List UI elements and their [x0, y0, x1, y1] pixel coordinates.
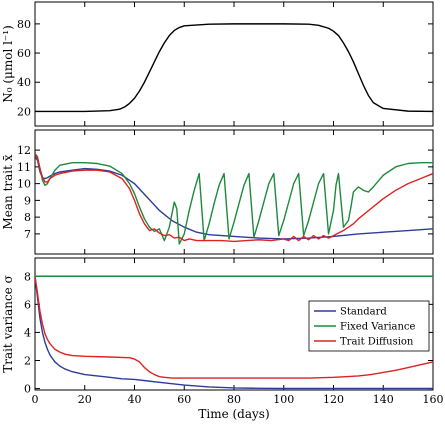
- panel-n0-ytick-label: 20: [17, 105, 31, 118]
- legend-label-trait-diffusion: Trait Diffusion: [340, 337, 414, 348]
- panel-mean-trait-ytick-label: 10: [17, 178, 31, 191]
- x-tick-label: 0: [32, 393, 39, 406]
- legend: Standard Fixed Variance Trait Diffusion: [308, 300, 430, 352]
- panel-trait-variance-ytick-label: 0: [24, 383, 31, 396]
- legend-label-standard: Standard: [340, 307, 387, 318]
- panel-n0: 20 40 60 80 N₀ (μmol l⁻¹): [1, 1, 434, 127]
- panel-trait-variance: 0 2 4 6 8 0 20 40 60 80 100 120 140 160 Trait varian…: [1, 257, 444, 421]
- panel-mean-trait-ytick-label: 8: [24, 211, 31, 224]
- panel-mean-trait-series-trait-diffusion: [35, 153, 433, 243]
- panel-mean-trait-series-standard: [35, 156, 433, 240]
- panel-n0-series-line: [35, 23, 433, 113]
- panel-n0-ytick-label: 40: [17, 76, 31, 89]
- panel-mean-trait-series-fixed-variance: [35, 153, 433, 245]
- legend-label-fixed-variance: Fixed Variance: [340, 322, 416, 333]
- panel-n0-ytick-label: 60: [17, 47, 31, 60]
- x-tick-label: 100: [273, 393, 294, 406]
- panel-mean-trait: 7 8 9 10 11 12 Mean trait x̄: [1, 129, 434, 255]
- x-tick-label: 160: [423, 393, 444, 406]
- panel-mean-trait-xticks: [34, 130, 434, 254]
- panel-n0-yticks: 20 40 60 80: [17, 18, 433, 118]
- panel-mean-trait-ytick-label: 12: [17, 144, 31, 157]
- x-tick-label: 60: [177, 393, 191, 406]
- panel-trait-variance-ylabel: Trait variance σ: [1, 275, 15, 373]
- panel-mean-trait-ytick-label: 9: [24, 194, 31, 207]
- panel-n0-xticks: [34, 2, 434, 126]
- panel-mean-trait-yticks: 7 8 9 10 11 12: [17, 144, 433, 241]
- panel-n0-ytick-label: 80: [17, 18, 31, 31]
- panel-trait-variance-xticklabels: 0 20 40 60 80 100 120 140 160: [32, 393, 444, 406]
- x-tick-label: 40: [128, 393, 142, 406]
- panel-trait-variance-series: [35, 275, 433, 390]
- x-tick-label: 20: [78, 393, 92, 406]
- panel-trait-variance-series-trait-diffusion: [35, 276, 433, 379]
- panel-trait-variance-ytick-label: 2: [24, 355, 31, 368]
- panel-mean-trait-series: [35, 153, 433, 245]
- x-tick-label: 120: [323, 393, 344, 406]
- panel-n0-ylabel: N₀ (μmol l⁻¹): [1, 25, 15, 103]
- panel-trait-variance-ytick-label: 4: [24, 326, 31, 339]
- panel-mean-trait-ytick-label: 7: [24, 228, 31, 241]
- x-axis-label: Time (days): [198, 407, 269, 421]
- panel-trait-variance-ytick-label: 8: [24, 270, 31, 283]
- x-tick-label: 80: [227, 393, 241, 406]
- x-tick-label: 140: [373, 393, 394, 406]
- panel-n0-frame: [34, 1, 434, 127]
- panel-mean-trait-frame: [34, 129, 434, 255]
- panel-trait-variance-ytick-label: 6: [24, 298, 31, 311]
- panel-n0-series: [35, 23, 433, 113]
- panel-trait-variance-series-standard: [35, 276, 433, 390]
- panel-mean-trait-ylabel: Mean trait x̄: [1, 154, 15, 229]
- panel-mean-trait-ytick-label: 11: [17, 161, 31, 174]
